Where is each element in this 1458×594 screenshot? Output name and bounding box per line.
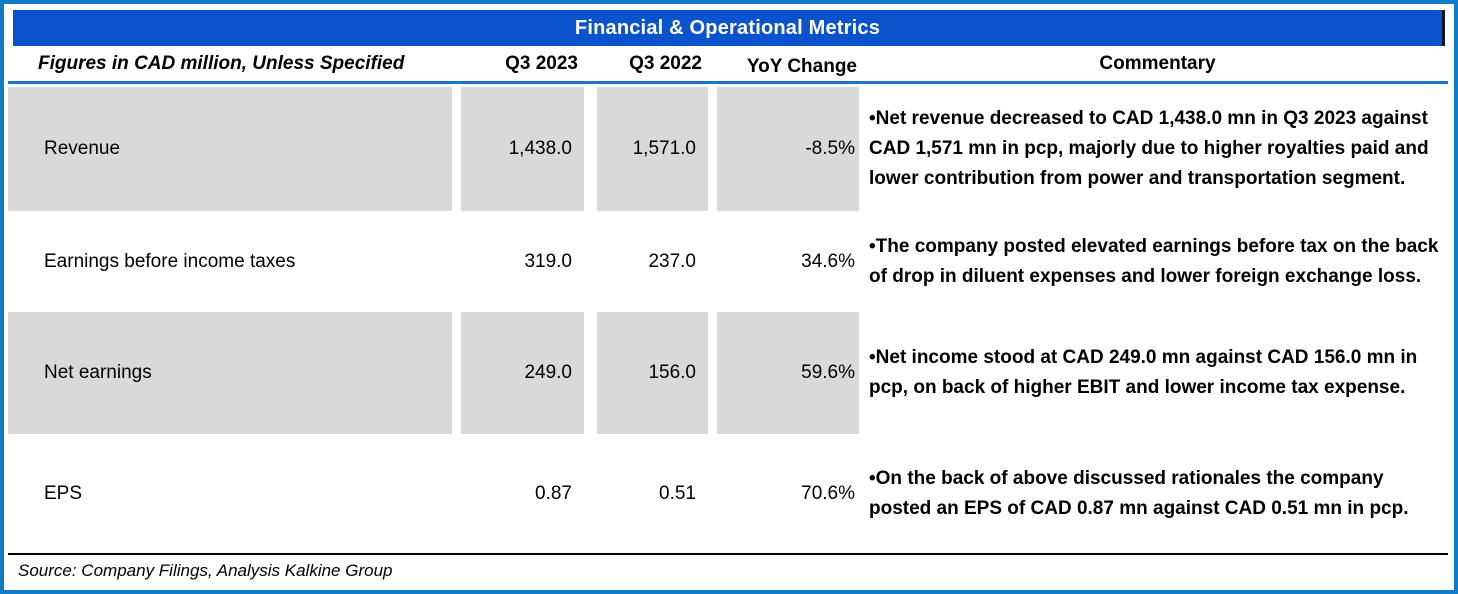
- commentary-text: •On the back of above discussed rational…: [869, 467, 1409, 519]
- source-row: Source: Company Filings, Analysis Kalkin…: [8, 555, 1448, 587]
- value-q3-2022: 1,571.0: [597, 87, 708, 211]
- value-q3-2022: 0.51: [659, 482, 696, 504]
- table-row-earnings-before-taxes: Earnings before income taxes 319.0 237.0…: [8, 211, 1448, 312]
- value-q3-2022: 156.0: [597, 312, 708, 434]
- value-yoy-change: 34.6%: [801, 250, 855, 272]
- table-body: Revenue 1,438.0 1,571.0 -8.5% •Net reven…: [8, 87, 1448, 553]
- source-text: Source: Company Filings, Analysis Kalkin…: [18, 561, 393, 580]
- header-metric-label: Figures in CAD million, Unless Specified: [38, 52, 405, 74]
- header-yoy-change: YoY Change: [746, 55, 857, 77]
- metric-label: Earnings before income taxes: [44, 250, 296, 272]
- table-row-net-earnings: Net earnings 249.0 156.0 59.6% •Net inco…: [8, 312, 1448, 434]
- value-q3-2023: 319.0: [524, 250, 572, 272]
- value-q3-2023: 1,438.0: [461, 87, 584, 211]
- value-yoy-change: 70.6%: [801, 482, 855, 504]
- metric-label: EPS: [44, 482, 83, 504]
- header-q3-2023: Q3 2023: [505, 52, 578, 74]
- table-title-bar: Financial & Operational Metrics: [13, 10, 1445, 46]
- table-row-eps: EPS 0.87 0.51 70.6% •On the back of abov…: [8, 434, 1448, 553]
- commentary-text: •The company posted elevated earnings be…: [869, 235, 1439, 287]
- value-q3-2022: 237.0: [648, 250, 696, 272]
- value-yoy-change: -8.5%: [717, 87, 859, 211]
- table-header-row: Figures in CAD million, Unless Specified…: [8, 46, 1448, 84]
- header-q3-2022: Q3 2022: [629, 52, 702, 74]
- commentary-text: •Net revenue decreased to CAD 1,438.0 mn…: [869, 108, 1429, 189]
- table-row-revenue: Revenue 1,438.0 1,571.0 -8.5% •Net reven…: [8, 87, 1448, 211]
- value-q3-2023: 0.87: [535, 482, 572, 504]
- metric-label: Revenue: [8, 87, 452, 211]
- table-title: Financial & Operational Metrics: [574, 16, 881, 39]
- header-commentary: Commentary: [1099, 52, 1216, 74]
- commentary-text: •Net income stood at CAD 249.0 mn agains…: [869, 347, 1418, 398]
- value-q3-2023: 249.0: [461, 312, 584, 434]
- value-yoy-change: 59.6%: [717, 312, 859, 434]
- metric-label: Net earnings: [8, 312, 452, 434]
- bottom-divider-line: [8, 553, 1448, 555]
